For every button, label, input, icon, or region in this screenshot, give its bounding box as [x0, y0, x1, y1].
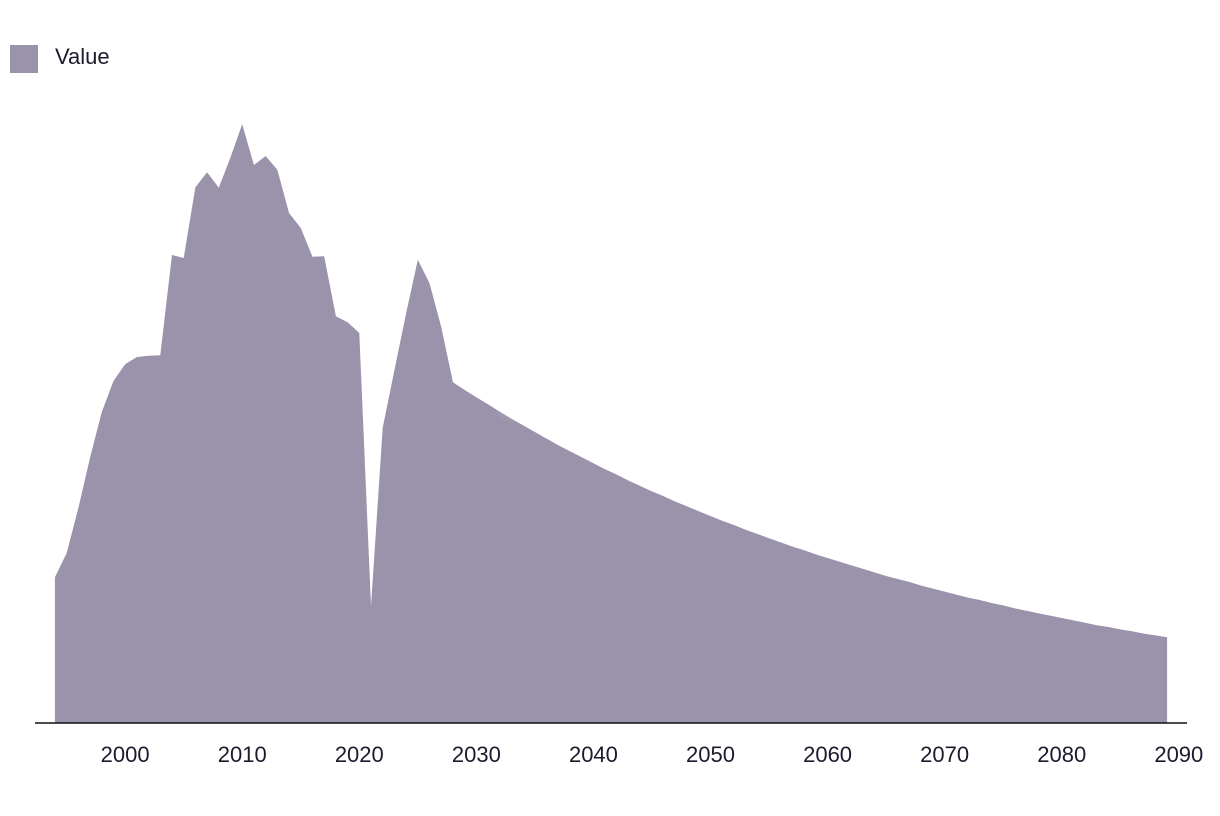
- x-tick-label: 2080: [1037, 742, 1086, 767]
- legend-swatch: [10, 45, 38, 73]
- x-tick-label: 2010: [218, 742, 267, 767]
- x-tick-label: 2090: [1154, 742, 1203, 767]
- legend-label: Value: [55, 44, 110, 69]
- area: [54, 124, 1168, 723]
- x-tick-label: 2000: [101, 742, 150, 767]
- watermark: GlobalData: [494, 383, 727, 432]
- x-tick-label: 2020: [335, 742, 384, 767]
- x-tick-label: 2070: [920, 742, 969, 767]
- x-tick-label: 2050: [686, 742, 735, 767]
- x-tick-label: 2030: [452, 742, 501, 767]
- x-tick-label: 2060: [803, 742, 852, 767]
- x-tick-label: 2040: [569, 742, 618, 767]
